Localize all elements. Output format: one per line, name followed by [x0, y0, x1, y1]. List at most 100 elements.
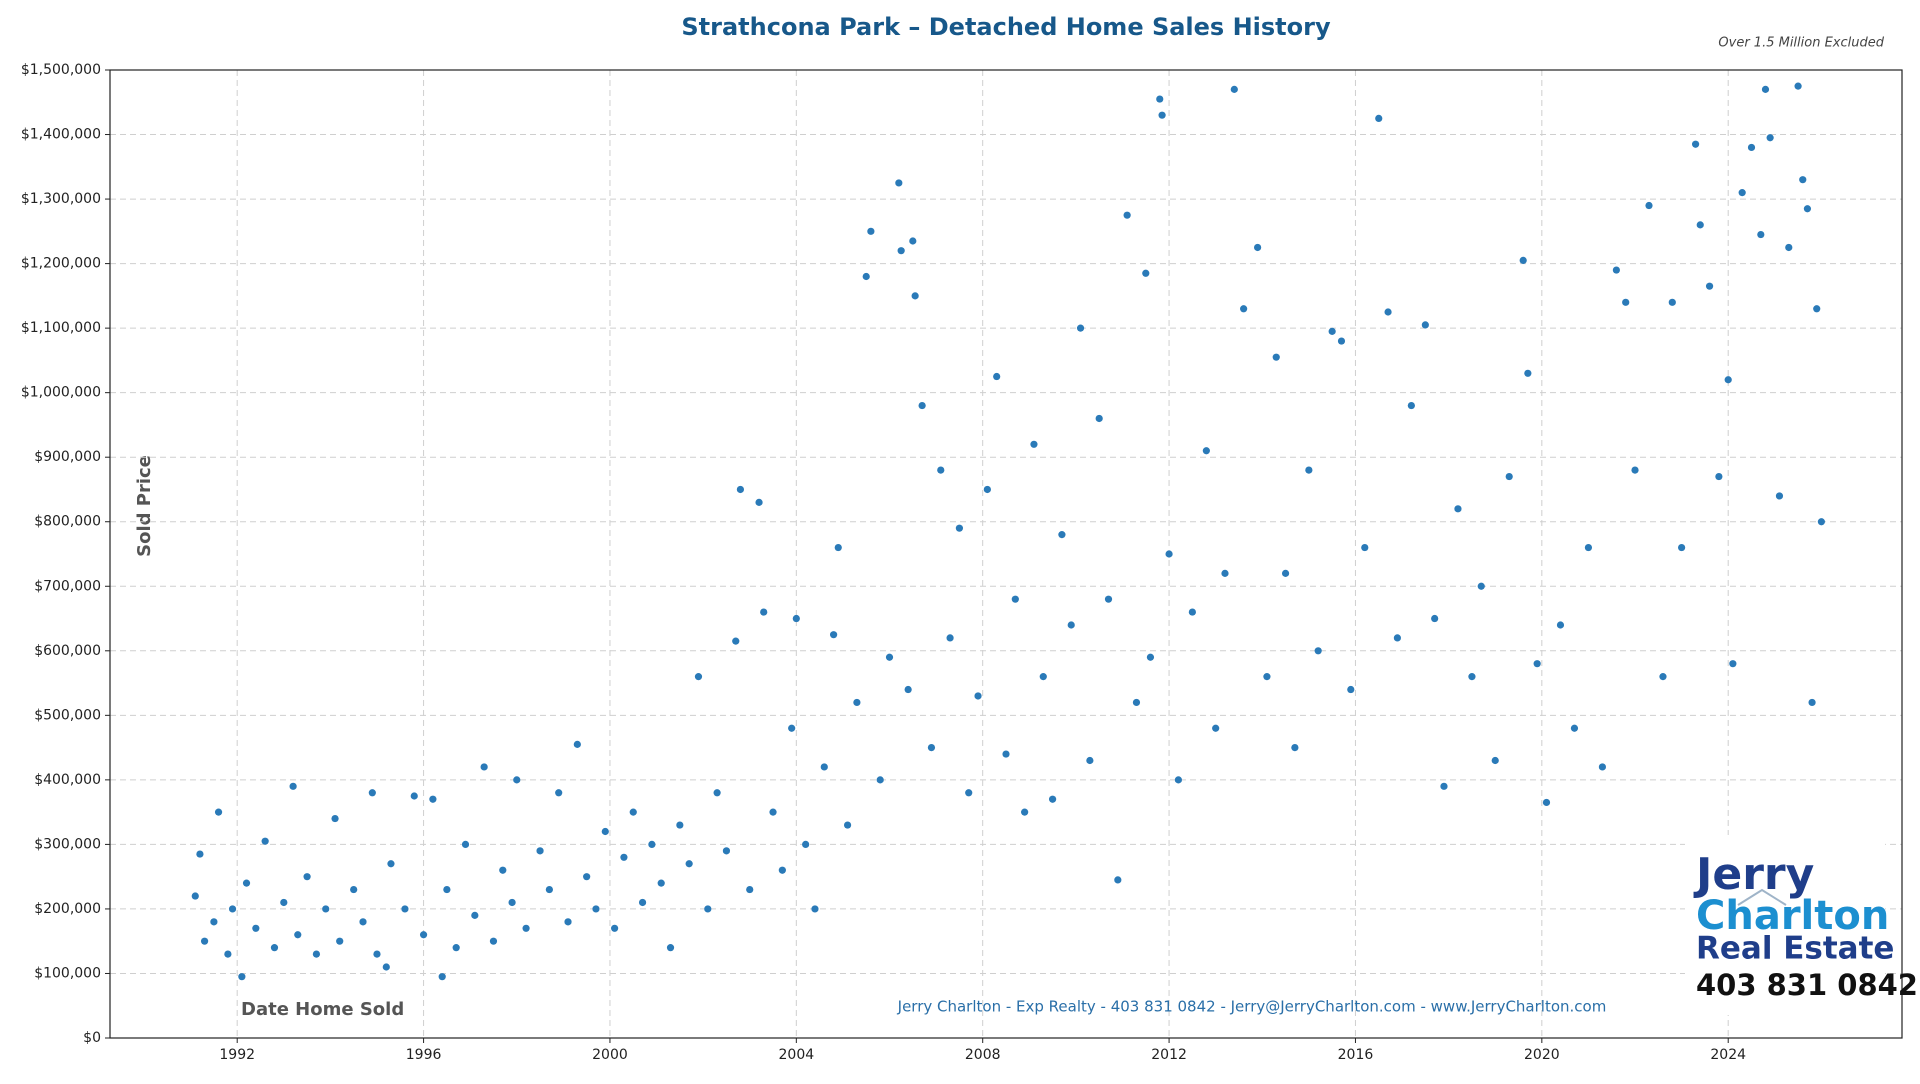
point: [834, 543, 842, 552]
point: [1570, 724, 1579, 732]
point: [1263, 673, 1271, 681]
point: [993, 372, 1001, 381]
point: [1766, 134, 1774, 142]
point: [382, 963, 390, 971]
point: [1384, 308, 1392, 316]
points: [191, 82, 1825, 981]
point: [545, 885, 553, 894]
x-tick-label: 2004: [779, 1047, 815, 1063]
point: [1705, 282, 1714, 290]
point: [1505, 472, 1513, 481]
subtitle: Over 1.5 Million Excluded: [1718, 36, 1884, 51]
point: [419, 931, 428, 939]
point: [573, 740, 581, 748]
point: [1039, 673, 1047, 681]
point: [1729, 660, 1737, 668]
point: [1174, 776, 1182, 784]
logo-bg: [1685, 835, 1885, 1015]
point: [214, 808, 223, 816]
point: [312, 950, 321, 958]
point: [261, 837, 269, 845]
point: [228, 905, 237, 913]
point: [499, 866, 507, 874]
point: [429, 795, 437, 803]
y-tick-label: $100,000: [34, 965, 101, 981]
point: [1491, 756, 1499, 765]
point: [769, 808, 777, 816]
point: [238, 973, 246, 981]
point: [1813, 305, 1821, 313]
point: [601, 827, 609, 836]
point: [1021, 808, 1029, 816]
x-tick-label: 2024: [1710, 1047, 1746, 1063]
x-tick-label: 1992: [219, 1047, 255, 1063]
point: [1114, 876, 1122, 884]
x-tick-label: 2000: [592, 1047, 628, 1063]
y-tick-label: $300,000: [34, 836, 101, 852]
point: [1254, 243, 1262, 252]
point: [200, 937, 209, 945]
point: [792, 614, 800, 623]
point: [1291, 744, 1299, 752]
point: [1622, 298, 1630, 306]
point: [620, 853, 628, 861]
y-tick-label: $1,100,000: [21, 320, 101, 336]
point: [191, 892, 199, 900]
point: [904, 685, 912, 694]
point: [1240, 305, 1248, 313]
y-tick-label: $1,300,000: [21, 191, 101, 207]
point: [746, 885, 754, 894]
point: [410, 792, 418, 800]
point: [676, 821, 684, 829]
point: [1645, 201, 1653, 210]
point: [1631, 466, 1639, 474]
point: [1738, 189, 1746, 197]
point: [387, 860, 395, 868]
point: [350, 885, 358, 894]
point: [1086, 756, 1094, 765]
point: [1158, 111, 1166, 119]
point: [736, 485, 745, 494]
x-tick-label: 1996: [406, 1047, 442, 1063]
point: [843, 821, 852, 829]
point: [1817, 518, 1825, 526]
point: [1347, 685, 1355, 694]
point: [480, 763, 488, 771]
logo-line: Jerry: [1693, 849, 1814, 900]
point: [522, 924, 530, 932]
point: [438, 973, 446, 981]
point: [1757, 230, 1765, 239]
point: [1808, 698, 1816, 707]
point: [983, 485, 991, 494]
point: [811, 905, 819, 913]
point: [778, 866, 786, 874]
point: [1440, 782, 1448, 790]
y-tick-label: $1,200,000: [21, 256, 101, 272]
point: [1691, 140, 1700, 148]
point: [685, 860, 693, 868]
point: [1431, 614, 1439, 623]
point: [513, 776, 521, 784]
point: [1048, 795, 1057, 803]
point: [657, 879, 665, 887]
point: [1375, 114, 1383, 122]
point: [1533, 660, 1541, 668]
point: [336, 937, 344, 945]
y-tick-label: $500,000: [34, 707, 101, 723]
point: [401, 905, 409, 913]
point: [583, 873, 591, 881]
x-tick-label: 2008: [965, 1047, 1001, 1063]
point: [802, 840, 810, 849]
point: [1361, 543, 1369, 552]
point: [946, 634, 954, 642]
point: [452, 944, 460, 952]
point: [1221, 569, 1229, 577]
point: [918, 401, 926, 410]
point: [1407, 401, 1415, 410]
point: [638, 898, 647, 907]
point: [1678, 543, 1686, 552]
point: [1146, 653, 1155, 661]
point: [1421, 321, 1429, 329]
point: [1058, 531, 1066, 539]
